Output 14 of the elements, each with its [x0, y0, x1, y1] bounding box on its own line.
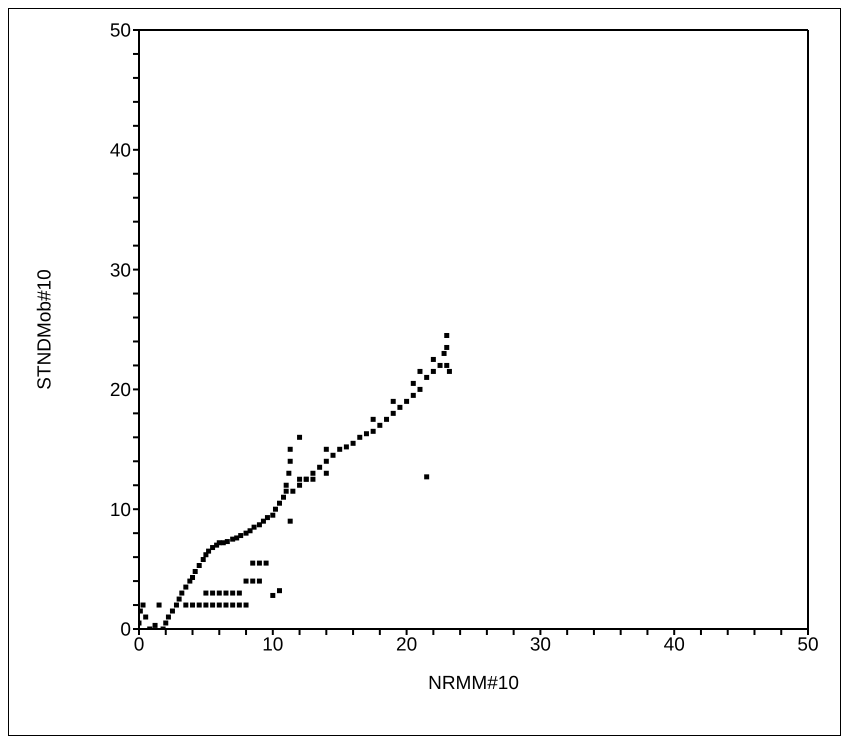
x-tick-label: 40 — [664, 634, 685, 656]
x-tick-label: 30 — [530, 634, 551, 656]
x-tick-label: 0 — [134, 634, 144, 656]
y-tick-label: 20 — [110, 380, 131, 402]
x-tick-label: 50 — [797, 634, 819, 656]
y-tick-label: 10 — [110, 500, 131, 521]
y-tick-label: 50 — [110, 20, 131, 42]
x-tick-label: 10 — [262, 634, 284, 656]
y-tick-label: 40 — [110, 140, 131, 162]
x-tick-label: 20 — [396, 634, 418, 656]
y-tick-label: 0 — [120, 620, 131, 641]
y-tick-label: 30 — [110, 260, 131, 282]
x-axis-title: NRMM#10 — [428, 673, 519, 694]
y-axis-title: STNDMob#10 — [34, 269, 56, 390]
